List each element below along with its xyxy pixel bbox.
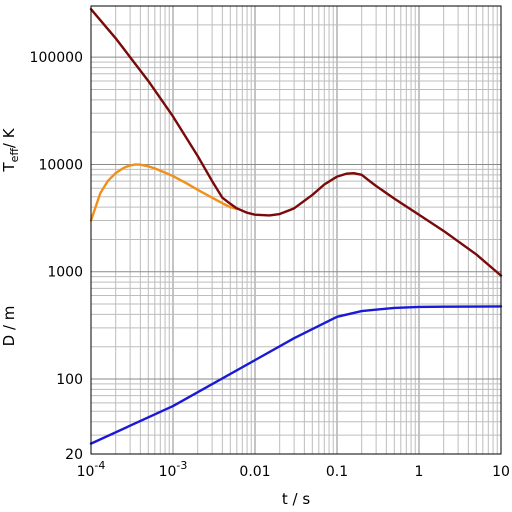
- y-tick-label: 1000: [47, 265, 83, 281]
- x-tick-label: 10-4: [77, 459, 106, 480]
- x-tick-label-base: 10: [77, 464, 95, 480]
- y-axis-label-teff: Teff/ K: [0, 127, 21, 172]
- plot-frame: [90, 5, 502, 455]
- y-tick-label: 100: [56, 372, 83, 388]
- y-axis-label-teff-subscript: eff: [8, 148, 21, 163]
- x-tick-label-exponent: -3: [176, 459, 187, 472]
- x-tick-label-base: 10: [159, 464, 177, 480]
- y-tick-label: 20: [65, 447, 83, 463]
- x-tick-label-exponent: -4: [94, 459, 105, 472]
- y-tick-label: 10000: [38, 157, 83, 173]
- x-tick-label: 1: [415, 464, 424, 480]
- series-line-3: [89, 305, 503, 445]
- x-tick-label: 10-3: [159, 459, 188, 480]
- y-axis-label-teff-main: T: [0, 162, 18, 173]
- series-line-1: [89, 163, 239, 222]
- y-tick-label: 100000: [30, 50, 83, 66]
- series-lines: [89, 8, 503, 445]
- series-line-2: [89, 8, 503, 277]
- x-tick-label: 10: [492, 464, 510, 480]
- y-axis-label-teff-unit: / K: [0, 127, 18, 148]
- x-tick-label: 0.01: [239, 464, 270, 480]
- grid-lines: [90, 6, 501, 454]
- x-tick-label: 0.1: [326, 464, 348, 480]
- x-axis-label: t / s: [282, 490, 310, 508]
- y-axis-label-diameter: D / m: [0, 306, 18, 347]
